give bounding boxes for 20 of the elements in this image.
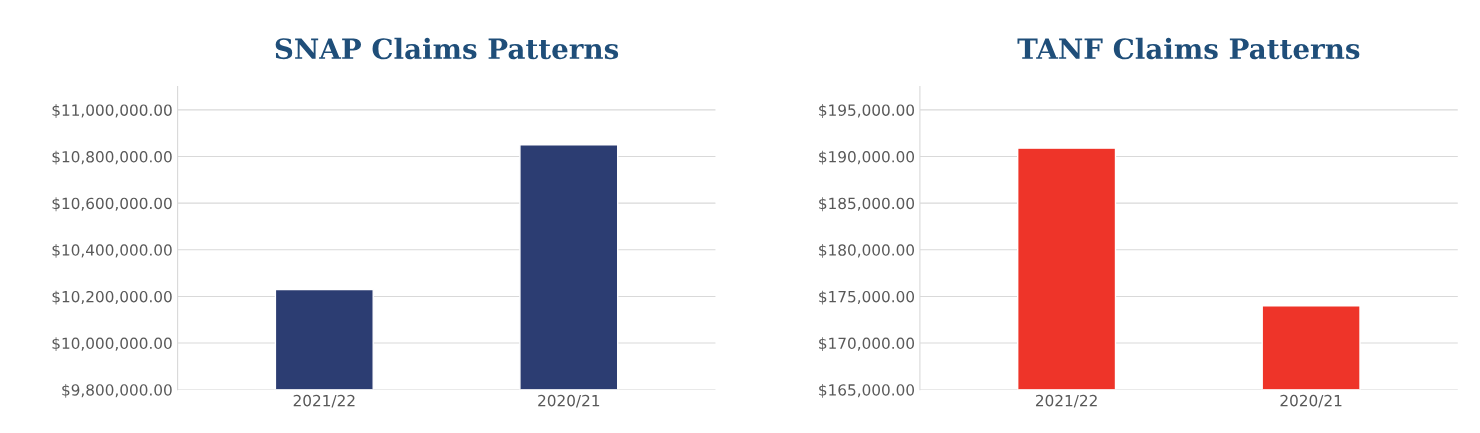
y-tick-label: $10,800,000.00	[52, 150, 172, 165]
y-tick-label: $11,000,000.00	[52, 104, 172, 118]
y-tick-label: $180,000.00	[819, 244, 915, 258]
x-tick-label: 2021/22	[293, 394, 355, 408]
x-tick-label: 2020/21	[1280, 394, 1342, 408]
chart-title: TANF Claims Patterns	[1017, 37, 1360, 60]
y-tick-label: $170,000.00	[819, 337, 915, 352]
y-tick-label: $190,000.00	[819, 150, 915, 165]
x-tick-label: 2021/22	[1035, 394, 1097, 408]
y-tick-label: $10,200,000.00	[52, 290, 172, 305]
y-tick-label: $185,000.00	[819, 197, 915, 212]
y-tick-label: $165,000.00	[819, 383, 915, 398]
y-tick-label: $10,400,000.00	[52, 244, 172, 258]
y-tick-label: $9,800,000.00	[62, 383, 172, 398]
y-tick-label: $195,000.00	[819, 104, 915, 118]
chart-title: SNAP Claims Patterns	[275, 37, 619, 60]
x-tick-label: 2020/21	[538, 394, 600, 408]
y-tick-label: $10,000,000.00	[52, 337, 172, 352]
y-tick-label: $10,600,000.00	[52, 197, 172, 212]
y-tick-label: $175,000.00	[819, 290, 915, 305]
